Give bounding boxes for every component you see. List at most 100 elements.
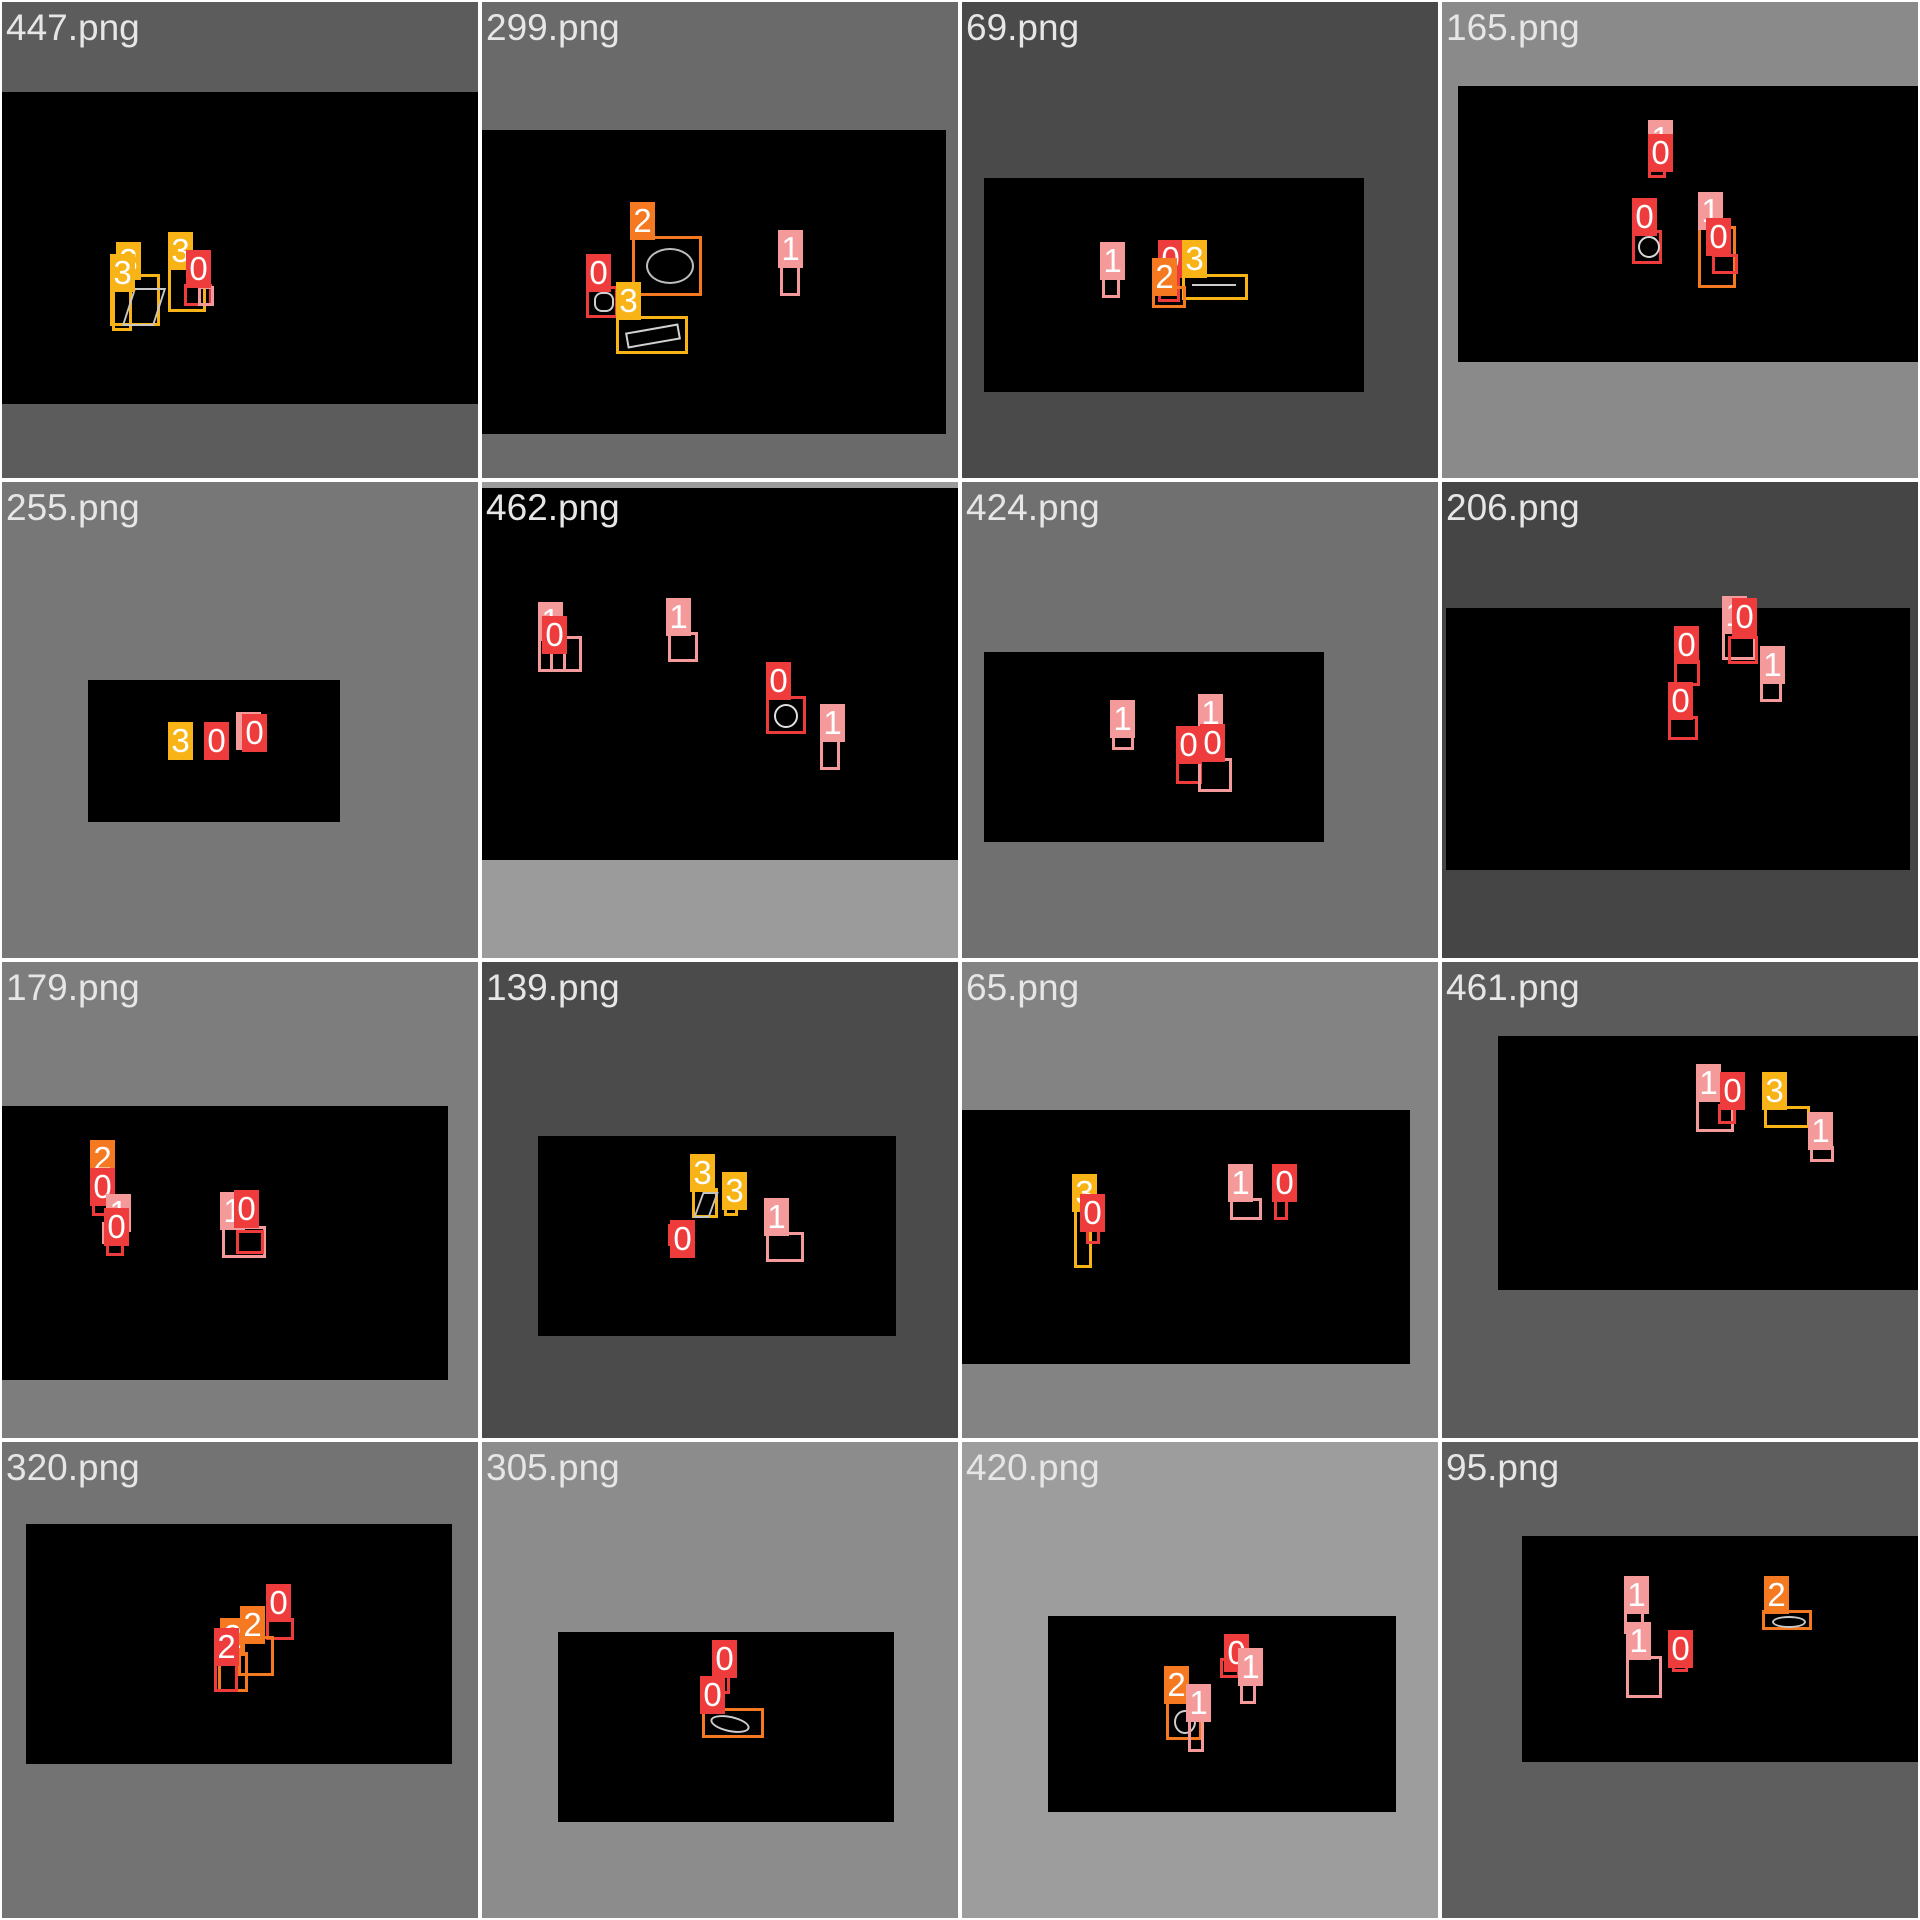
class-label: 0 [1668, 682, 1693, 720]
class-label: 1 [1100, 242, 1125, 280]
image-tile[interactable]: 95.png 1 2 1 0 [1442, 1442, 1918, 1918]
class-label: 3 [1182, 240, 1207, 278]
class-label: 0 [1632, 198, 1657, 236]
class-label: 0 [1668, 1630, 1693, 1668]
image-frame [482, 488, 958, 860]
class-label: 1 [1760, 646, 1785, 684]
image-filename: 65.png [966, 967, 1080, 1008]
class-label: 0 [586, 254, 611, 292]
bbox-class-1 [1188, 1718, 1204, 1752]
bbox-class-0 [236, 1230, 264, 1254]
image-filename: 420.png [966, 1447, 1100, 1488]
bbox-class-1 [198, 286, 214, 306]
class-label: 3 [722, 1172, 747, 1210]
class-label: 0 [1648, 134, 1673, 172]
class-label: 0 [1732, 598, 1757, 636]
image-filename: 462.png [486, 487, 620, 528]
class-label: 1 [1110, 700, 1135, 738]
class-label: 3 [690, 1154, 715, 1192]
class-label: 2 [1764, 1576, 1789, 1614]
class-label: 0 [1176, 726, 1201, 764]
class-label: 0 [712, 1640, 737, 1678]
class-label: 1 [1696, 1064, 1721, 1102]
bbox-class-2 [632, 236, 702, 296]
image-filename: 305.png [486, 1447, 620, 1488]
class-label: 0 [766, 662, 791, 700]
image-filename: 447.png [6, 7, 140, 48]
image-tile[interactable]: 139.png 3 3 0 1 [482, 962, 958, 1438]
image-tile[interactable]: 447.png 3 3 3 0 [2, 2, 478, 478]
image-filename: 299.png [486, 7, 620, 48]
class-label: 0 [234, 1190, 259, 1228]
class-label: 0 [266, 1584, 291, 1622]
image-filename: 206.png [1446, 487, 1580, 528]
class-label: 0 [542, 616, 567, 654]
class-label: 0 [1272, 1164, 1297, 1202]
bbox-class-3 [616, 316, 688, 354]
object-outline [1192, 284, 1236, 292]
class-label: 3 [616, 282, 641, 320]
bbox-class-1 [668, 632, 698, 662]
image-tile[interactable]: 305.png 0 0 [482, 1442, 958, 1918]
class-label: 0 [700, 1676, 725, 1714]
image-tile[interactable]: 179.png 2 0 1 0 1 0 [2, 962, 478, 1438]
class-label: 1 [1238, 1648, 1263, 1686]
class-label: 3 [1762, 1072, 1787, 1110]
image-tile[interactable]: 461.png 1 0 3 1 [1442, 962, 1918, 1438]
object-outline [774, 704, 798, 728]
class-label: 1 [778, 230, 803, 268]
image-tile[interactable]: 299.png 2 0 3 1 [482, 2, 958, 478]
class-label: 1 [1626, 1622, 1651, 1660]
image-filename: 255.png [6, 487, 140, 528]
image-tile[interactable]: 206.png 0 1 0 1 0 [1442, 482, 1918, 958]
image-frame [984, 652, 1324, 842]
class-label: 1 [666, 598, 691, 636]
class-label: 0 [1674, 626, 1699, 664]
class-label: 1 [1186, 1684, 1211, 1722]
image-tile[interactable]: 165.png 1 0 0 1 0 [1442, 2, 1918, 478]
image-frame [2, 1106, 448, 1380]
bbox-class-0 [1198, 758, 1232, 792]
class-label: 1 [764, 1198, 789, 1236]
image-filename: 95.png [1446, 1447, 1560, 1488]
bbox-class-1 [1626, 1656, 1662, 1698]
class-label: 2 [630, 202, 655, 240]
image-tile[interactable]: 462.png 1 0 1 0 1 [482, 482, 958, 958]
object-outline [594, 292, 614, 312]
object-outline [646, 248, 694, 284]
object-outline [1174, 1710, 1196, 1734]
class-label: 0 [1200, 724, 1225, 762]
image-frame [482, 130, 946, 434]
image-frame [538, 1136, 896, 1336]
image-tile[interactable]: 69.png 1 0 3 2 [962, 2, 1438, 478]
image-filename: 179.png [6, 967, 140, 1008]
class-label: 2 [1164, 1666, 1189, 1704]
image-frame [1522, 1536, 1918, 1762]
class-label: 0 [104, 1208, 129, 1246]
image-tile[interactable]: 320.png 0 2 2 2 [2, 1442, 478, 1918]
image-frame [1458, 86, 1918, 362]
class-label: 0 [204, 722, 229, 760]
class-label: 0 [1706, 218, 1731, 256]
class-label: 1 [1624, 1576, 1649, 1614]
bbox-class-0 [1712, 254, 1738, 274]
class-label: 0 [186, 250, 211, 288]
image-tile[interactable]: 65.png 3 0 1 0 [962, 962, 1438, 1438]
image-tile[interactable]: 424.png 1 1 0 0 [962, 482, 1438, 958]
class-label: 3 [110, 254, 135, 292]
class-label: 0 [242, 714, 267, 752]
bbox-class-1 [780, 264, 800, 296]
image-frame [962, 1110, 1410, 1364]
image-tile[interactable]: 420.png 0 1 2 1 [962, 1442, 1438, 1918]
class-label: 1 [1808, 1112, 1833, 1150]
image-frame [2, 92, 478, 404]
bbox-class-0 [1728, 636, 1758, 664]
image-filename: 320.png [6, 1447, 140, 1488]
image-tile[interactable]: 255.png 3 0 1 0 [2, 482, 478, 958]
bbox-class-1 [820, 738, 840, 770]
bbox-class-1 [766, 1232, 804, 1262]
class-label: 0 [1080, 1194, 1105, 1232]
class-label: 0 [1720, 1072, 1745, 1110]
bbox-class-2 [214, 1662, 238, 1692]
